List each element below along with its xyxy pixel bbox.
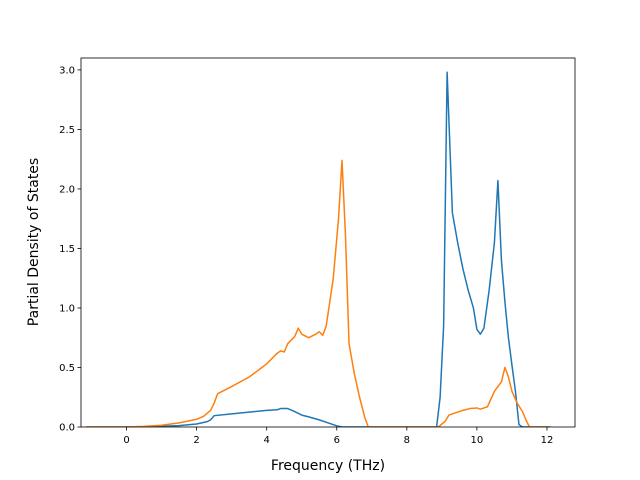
y-axis-label: Partial Density of States — [26, 158, 42, 326]
plot-background — [81, 58, 575, 427]
plot-area — [80, 57, 576, 428]
x-tick-label: 4 — [264, 435, 270, 446]
y-tick-label: 2.0 — [59, 184, 75, 195]
x-axis: 0 2 4 6 8 10 12 — [123, 427, 553, 446]
x-axis-label: Frequency (THz) — [271, 458, 385, 474]
series-line-1 — [86, 71, 551, 427]
x-tick-label: 6 — [334, 435, 340, 446]
y-tick-label: 0.0 — [59, 423, 75, 434]
y-tick-label: 1.0 — [59, 303, 75, 314]
x-tick-label: 2 — [193, 435, 199, 446]
y-tick-label: 3.0 — [59, 65, 75, 76]
x-tick-label: 0 — [123, 435, 129, 446]
plot-frame — [80, 57, 576, 428]
x-tick-label: 8 — [404, 435, 410, 446]
x-tick-label: 10 — [471, 435, 484, 446]
y-tick-label: 1.5 — [59, 244, 75, 255]
y-tick-label: 2.5 — [59, 125, 75, 136]
x-tick-label: 12 — [541, 435, 554, 446]
y-tick-label: 0.5 — [59, 363, 75, 374]
series-layer — [86, 71, 551, 427]
y-axis: 0.0 0.5 1.0 1.5 2.0 2.5 3.0 — [59, 65, 81, 434]
series-line-2 — [86, 159, 551, 427]
